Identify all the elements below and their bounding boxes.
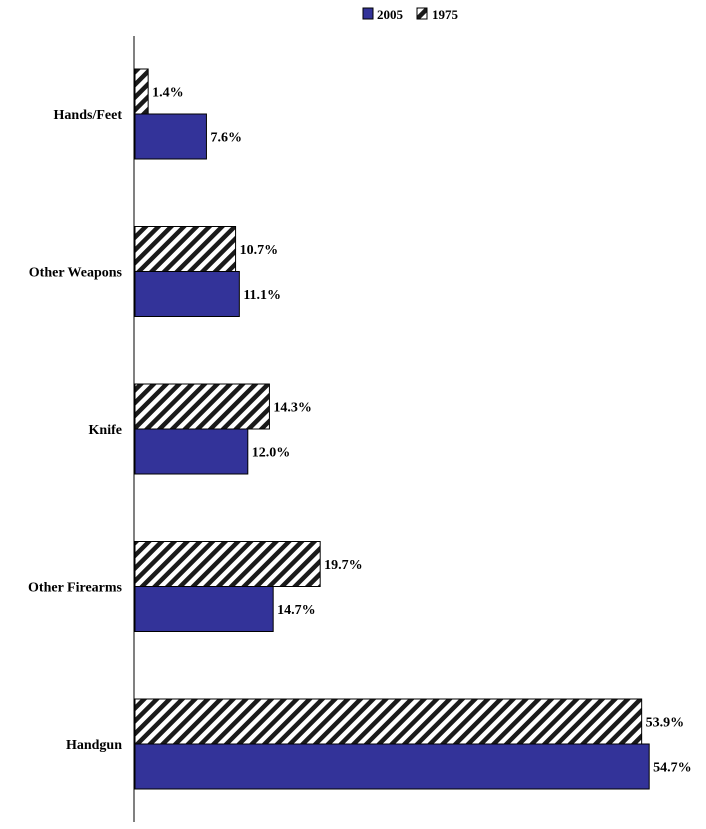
bar-handgun-1975: [134, 698, 643, 745]
legend-label-2005: 2005: [377, 7, 404, 22]
bars-group: [134, 68, 650, 790]
category-label-handgun: Handgun: [66, 738, 122, 753]
bar-hands-feet-1975: [134, 68, 149, 115]
bar-other-firearms-2005: [134, 586, 274, 632]
value-label-knife-2005: 12.0%: [252, 446, 290, 461]
bar-handgun-2005: [134, 743, 650, 790]
value-label-other-weapons-2005: 11.1%: [243, 288, 281, 303]
category-label-knife: Knife: [89, 423, 122, 438]
legend-label-1975: 1975: [432, 7, 459, 22]
legend-swatch-2005: [362, 7, 374, 20]
category-label-other-firearms: Other Firearms: [28, 581, 123, 596]
value-label-other-firearms-2005: 14.7%: [277, 603, 316, 618]
bar-knife-1975: [134, 383, 270, 430]
bar-other-weapons-2005: [134, 271, 240, 317]
legend-swatch-1975: [416, 7, 428, 20]
value-label-other-firearms-1975: 19.7%: [324, 558, 363, 573]
bar-other-weapons-1975: [134, 226, 237, 272]
bar-other-firearms-1975: [134, 541, 321, 587]
value-label-hands-feet-2005: 7.6%: [210, 131, 242, 146]
value-labels: 1.4% 7.6% 10.7% 11.1% 14.3% 12.0% 19.7% 14.7% 53…: [152, 86, 692, 776]
legend: 2005 1975: [362, 7, 459, 22]
value-label-handgun-1975: 53.9%: [646, 716, 685, 731]
bar-hands-feet-2005: [134, 113, 207, 160]
category-labels: Hands/Feet Other Weapons Knife Other Firear…: [28, 108, 123, 753]
category-label-hands-feet: Hands/Feet: [54, 108, 123, 123]
value-label-knife-1975: 14.3%: [273, 401, 312, 416]
category-label-other-weapons: Other Weapons: [29, 266, 123, 281]
value-label-other-weapons-1975: 10.7%: [240, 243, 279, 258]
bar-knife-2005: [134, 428, 249, 475]
value-label-hands-feet-1975: 1.4%: [152, 86, 184, 101]
value-label-handgun-2005: 54.7%: [653, 761, 692, 776]
